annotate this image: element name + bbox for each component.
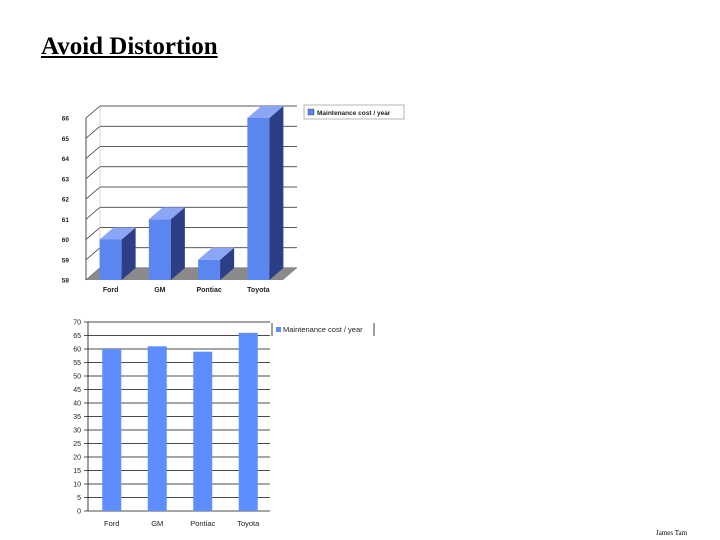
gridline-side [85,186,101,200]
y-tick-label: 61 [62,217,70,224]
bar-front-pontiac [198,259,221,280]
bar-toyota [238,332,258,511]
y-tick-label: 50 [73,374,81,381]
y-tick-label: 62 [62,197,70,204]
y-tick-label: 59 [62,257,70,264]
x-tick-label: Toyota [237,519,260,528]
y-tick-label: 60 [62,237,70,244]
bar-gm [147,346,167,511]
gridline-side [85,206,101,220]
bar-top-toyota [247,106,284,118]
bar-side-toyota [269,106,284,280]
bar-front-ford [99,239,122,280]
gridline-side [85,166,101,180]
bar-pontiac [193,351,213,511]
y-tick-label: 70 [73,320,81,327]
y-tick-label: 20 [73,455,81,462]
legend-label: Maintenance cost / year [317,110,391,117]
x-tick-label: Ford [104,519,119,528]
x-tick-label: Toyota [247,287,270,294]
y-tick-label: 65 [73,333,81,340]
x-tick-label: GM [154,287,165,294]
bar-side-pontiac [220,247,235,280]
y-tick-label: 35 [73,414,81,421]
y-tick-label: 58 [62,278,70,285]
chart-floor [86,268,297,280]
y-tick-label: 55 [73,360,81,367]
bar-top-pontiac [198,247,235,260]
bar-ford [102,349,122,511]
author-credit: James Tam [656,529,688,537]
bar-front-toyota [247,118,270,280]
x-tick-label: Pontiac [196,287,221,294]
y-tick-label: 25 [73,441,81,448]
bar-top-ford [99,227,136,240]
chart-flat-bar: 0 5 10 15 20 25 30 35 40 45 50 55 60 65 70 Ford GM Pontia… [73,320,375,528]
bar-side-gm [170,207,185,280]
bar-front-gm [148,219,171,280]
y-tick-label: 30 [73,428,81,435]
y-tick-label: 45 [73,387,81,394]
y-tick-label: 63 [62,176,70,183]
y-tick-label: 10 [73,482,81,489]
legend-swatch [276,327,281,332]
bar-top-gm [148,207,185,220]
y-tick-label: 5 [77,495,81,502]
gridline-side [85,247,101,261]
x-tick-label: Ford [103,287,119,294]
x-tick-label: GM [151,519,163,528]
slide-title: Avoid Distortion [41,33,218,60]
gridline-side [85,125,101,139]
y-tick-label: 0 [77,509,81,516]
y-tick-label: 60 [73,347,81,354]
chart-3d-bar: 58 59 60 61 62 63 64 65 66 Ford GM Pontiac Toyota Mai… [62,104,405,294]
gridline-side [85,146,101,159]
y-tick-label: 40 [73,401,81,408]
y-tick-label: 64 [62,156,70,163]
y-tick-label: 65 [62,136,70,143]
y-tick-label: 15 [73,468,81,475]
legend-box [303,104,405,120]
x-tick-label: Pontiac [190,519,215,528]
bar-side-ford [121,227,136,280]
y-tick-label: 66 [62,116,70,123]
legend-label: Maintenance cost / year [283,325,363,334]
gridline-side [85,227,101,240]
gridline-side [85,105,101,119]
legend-swatch [307,108,315,116]
